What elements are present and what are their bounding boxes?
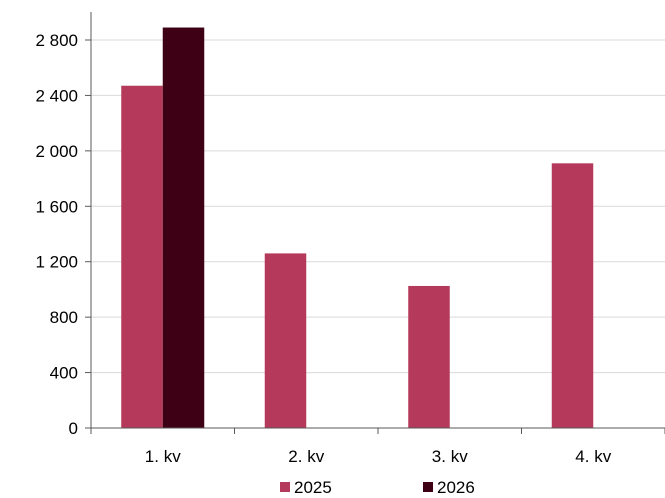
- legend-label-2025: 2025: [294, 478, 332, 497]
- axes: [85, 12, 665, 434]
- legend-swatch-2025: [280, 482, 290, 492]
- y-tick-label: 1 200: [35, 253, 78, 272]
- bar-2025-2: [264, 253, 307, 428]
- bar-2025-3: [408, 285, 450, 428]
- y-tick-label: 2 000: [35, 142, 78, 161]
- y-tick-label: 2 800: [35, 31, 78, 50]
- legend-swatch-2026: [423, 482, 433, 492]
- y-axis-tick-labels: 0 400 800 1 200 1 600 2 000 2 400 2 800: [35, 31, 78, 438]
- x-tick-label: 1. kv: [145, 447, 181, 466]
- y-tick-label: 0: [69, 419, 78, 438]
- bars: [121, 27, 594, 429]
- legend: 2025 2026: [280, 478, 475, 497]
- y-tick-label: 1 600: [35, 197, 78, 216]
- bar-2025-1: [121, 85, 163, 428]
- x-tick-label: 4. kv: [575, 447, 611, 466]
- y-tick-label: 2 400: [35, 86, 78, 105]
- y-tick-label: 800: [50, 308, 78, 327]
- x-tick-label: 2. kv: [288, 447, 324, 466]
- bar-2025-4: [551, 163, 594, 429]
- legend-label-2026: 2026: [437, 478, 475, 497]
- bar-2026-1: [162, 27, 205, 429]
- x-tick-label: 3. kv: [432, 447, 468, 466]
- x-axis-tick-labels: 1. kv 2. kv 3. kv 4. kv: [145, 447, 612, 466]
- y-tick-label: 400: [50, 364, 78, 383]
